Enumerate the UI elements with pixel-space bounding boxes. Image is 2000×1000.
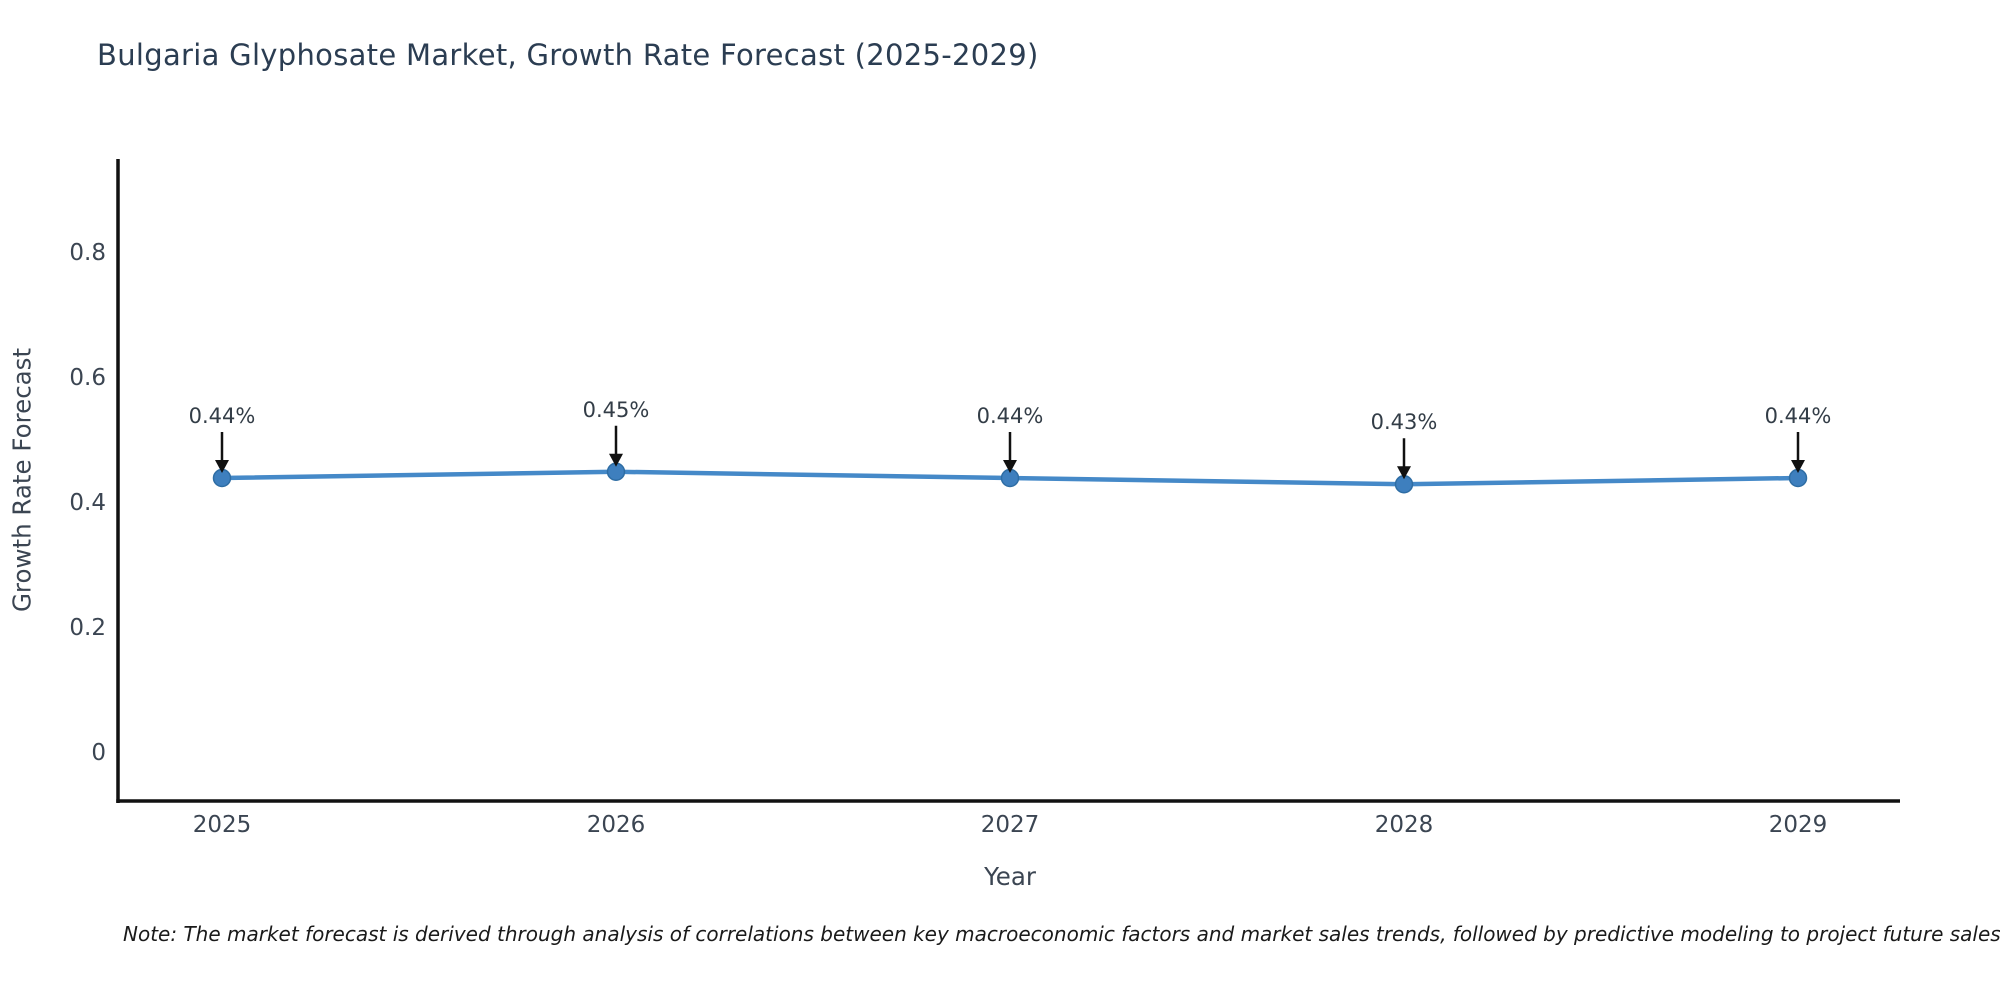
annotation-arrow-head xyxy=(609,453,623,467)
x-tick-label: 2028 xyxy=(1374,812,1434,838)
data-point-label: 0.44% xyxy=(1764,404,1832,428)
data-point-label: 0.45% xyxy=(582,397,650,422)
annotation-arrow-head xyxy=(1003,460,1017,473)
data-point-label: 0.43% xyxy=(1370,410,1438,435)
annotation-arrow-head xyxy=(1397,466,1411,480)
annotation-arrow-head xyxy=(215,460,229,473)
y-tick-label: 0.8 xyxy=(69,240,106,266)
x-tick-label: 2027 xyxy=(980,812,1040,838)
footnote: Note: The market forecast is derived thr… xyxy=(123,922,2000,946)
data-point-label: 0.44% xyxy=(976,404,1044,428)
y-tick-label: 0.2 xyxy=(69,615,106,641)
annotation-arrow-head xyxy=(1791,460,1805,473)
chart-title: Bulgaria Glyphosate Market, Growth Rate … xyxy=(97,38,1039,72)
y-tick-label: 0.4 xyxy=(69,490,106,516)
x-tick-label: 2025 xyxy=(192,812,252,838)
x-axis-title: Year xyxy=(984,862,1036,891)
data-point-label: 0.44% xyxy=(188,404,256,428)
y-tick-label: 0 xyxy=(91,740,106,766)
x-tick-label: 2026 xyxy=(586,812,646,838)
y-tick-label: 0.6 xyxy=(69,365,106,391)
y-axis-title: Growth Rate Forecast xyxy=(7,347,37,613)
x-tick-label: 2029 xyxy=(1768,812,1828,838)
